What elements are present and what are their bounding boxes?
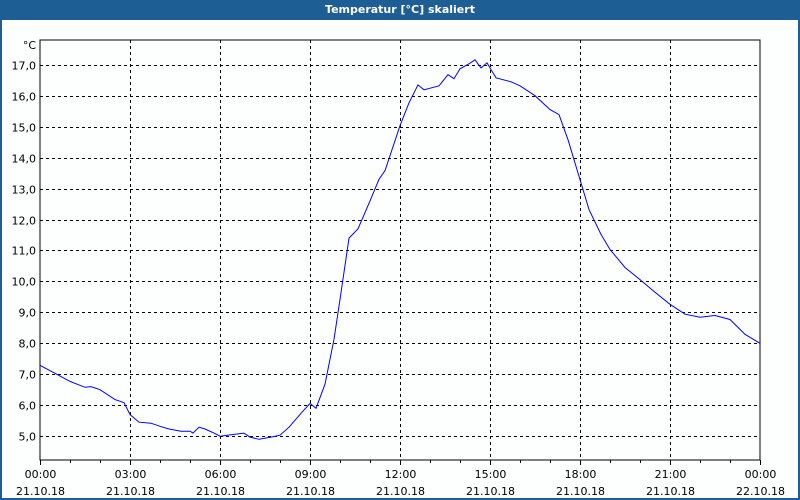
x-tick-time: 18:00: [565, 468, 597, 481]
y-tick-label: 7,0: [19, 369, 37, 382]
y-tick-label: 15,0: [12, 122, 37, 135]
x-tick-date: 21.10.18: [106, 485, 155, 498]
y-tick-label: 8,0: [19, 338, 37, 351]
x-tick-time: 00:00: [25, 468, 57, 481]
x-tick-date: 21.10.18: [556, 485, 605, 498]
y-tick-label: 10,0: [12, 276, 37, 289]
y-tick-label: 14,0: [12, 153, 37, 166]
y-tick-label: 12,0: [12, 215, 37, 228]
x-tick-date: 21.10.18: [376, 485, 425, 498]
x-tick-date: 22.10.18: [736, 485, 785, 498]
x-tick-time: 03:00: [115, 468, 147, 481]
x-tick-time: 12:00: [385, 468, 417, 481]
y-tick-label: 13,0: [12, 184, 37, 197]
x-tick-time: 00:00: [745, 468, 777, 481]
x-tick-date: 21.10.18: [286, 485, 335, 498]
y-tick-label: 11,0: [12, 245, 37, 258]
x-tick-time: 06:00: [205, 468, 237, 481]
window-title: Temperatur [°C] skaliert: [325, 3, 475, 16]
x-tick-date: 21.10.18: [466, 485, 515, 498]
x-tick-time: 09:00: [295, 468, 327, 481]
x-tick-date: 21.10.18: [196, 485, 245, 498]
y-tick-label: 6,0: [19, 400, 37, 413]
y-axis-unit: °C: [23, 39, 37, 52]
x-tick-date: 21.10.18: [16, 485, 65, 498]
y-tick-label: 5,0: [19, 431, 37, 444]
y-tick-label: 9,0: [19, 307, 37, 320]
temperature-line: [39, 59, 761, 440]
x-tick-time: 21:00: [655, 468, 687, 481]
x-tick-date: 21.10.18: [646, 485, 695, 498]
y-tick-label: 16,0: [12, 91, 37, 104]
x-tick-time: 15:00: [475, 468, 507, 481]
y-tick-label: 17,0: [12, 60, 37, 73]
